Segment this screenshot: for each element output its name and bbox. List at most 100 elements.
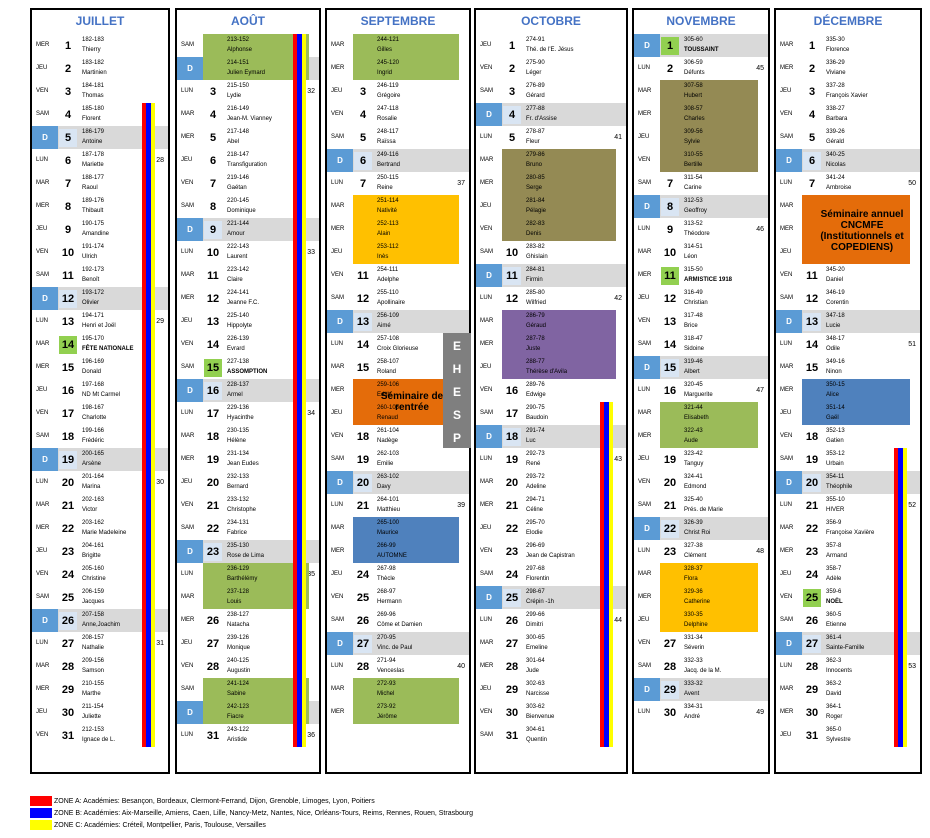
day-row[interactable]: MER 2 336-29 Viviane <box>776 57 920 80</box>
day-row[interactable]: SAM 25 206-159 Jacques <box>32 586 168 609</box>
day-row[interactable]: D 20 354-11 Théophile <box>776 471 920 494</box>
day-row[interactable]: D 9 221-144 Amour <box>177 218 319 241</box>
day-row[interactable]: D 8 312-53 Geoffroy <box>634 195 768 218</box>
day-row[interactable]: LUN 23 327-38 Clément 48 <box>634 540 768 563</box>
day-row[interactable]: JEU 6 218-147 Transfiguration <box>177 149 319 172</box>
day-row[interactable]: SAM 11 192-173 Benoît <box>32 264 168 287</box>
day-row[interactable]: LUN 7 341-24 Ambroise 50 <box>776 172 920 195</box>
day-row[interactable]: LUN 21 355-10 HIVER 52 <box>776 494 920 517</box>
day-row[interactable]: VEN 4 338-27 Barbara <box>776 103 920 126</box>
day-row[interactable]: LUN 7 250-115 Reine 37 <box>327 172 469 195</box>
day-row[interactable]: JEU 29 302-63 Narcisse <box>476 678 626 701</box>
day-row[interactable]: D 11 284-81 Firmin <box>476 264 626 287</box>
day-row[interactable]: SAM 17 290-75 Baudoin <box>476 402 626 425</box>
day-row[interactable]: MAR 22 356-9 Françoise Xavière <box>776 517 920 540</box>
day-row[interactable]: JEU 12 316-49 Christian <box>634 287 768 310</box>
day-row[interactable]: VEN 20 324-41 Edmond <box>634 471 768 494</box>
day-row[interactable]: JEU 3 246-119 Grégoire <box>327 80 469 103</box>
day-row[interactable]: MER 29 210-155 Marthe <box>32 678 168 701</box>
day-row[interactable]: D 4 277-88 Fr. d'Assise <box>476 103 626 126</box>
day-row[interactable]: LUN 3 215-150 Lydie 32 <box>177 80 319 103</box>
day-row[interactable]: JEU 19 323-42 Tanguy <box>634 448 768 471</box>
day-row[interactable]: SAM 5 339-26 Gérald <box>776 126 920 149</box>
day-row[interactable]: D 13 256-109 Aimé <box>327 310 469 333</box>
day-row[interactable]: LUN 6 187-178 Mariette 28 <box>32 149 168 172</box>
day-row[interactable]: VEN 14 226-139 Evrard <box>177 333 319 356</box>
day-row[interactable]: SAM 10 283-82 Ghislain <box>476 241 626 264</box>
day-row[interactable]: D 5 186-179 Antoine <box>32 126 168 149</box>
day-row[interactable]: MER 11 315-50 ARMISTICE 1918 <box>634 264 768 287</box>
day-row[interactable]: MAR 14 195-170 FÊTE NATIONALE <box>32 333 168 356</box>
day-row[interactable]: SAM 24 297-68 Florentin <box>476 563 626 586</box>
day-row[interactable]: MAR 27 300-65 Emeline <box>476 632 626 655</box>
day-row[interactable]: SAM 14 318-47 Sidoine <box>634 333 768 356</box>
day-row[interactable]: VEN 11 345-20 Daniel <box>776 264 920 287</box>
day-row[interactable]: SAM 18 199-166 Frédéric <box>32 425 168 448</box>
day-row[interactable]: SAM 8 220-145 Dominique <box>177 195 319 218</box>
day-row[interactable]: JEU 1 274-91 Thé. de l'E. Jésus <box>476 34 626 57</box>
day-row[interactable]: MER 23 357-8 Armand <box>776 540 920 563</box>
day-row[interactable]: LUN 10 222-143 Laurent 33 <box>177 241 319 264</box>
day-row[interactable]: LUN 19 292-73 René 43 <box>476 448 626 471</box>
day-row[interactable]: LUN 28 362-3 Innocents 53 <box>776 655 920 678</box>
day-row[interactable]: VEN 3 184-181 Thomas <box>32 80 168 103</box>
day-row[interactable]: LUN 5 278-87 Fleur 41 <box>476 126 626 149</box>
day-row[interactable]: D 16 228-137 Armel <box>177 379 319 402</box>
day-row[interactable]: VEN 28 240-125 Augustin <box>177 655 319 678</box>
day-row[interactable]: JEU 24 267-98 Thècle <box>327 563 469 586</box>
day-row[interactable]: LUN 9 313-52 Théodore 46 <box>634 218 768 241</box>
day-row[interactable]: MER 12 224-141 Jeanne F.C. <box>177 287 319 310</box>
day-row[interactable]: D 13 347-18 Lucie <box>776 310 920 333</box>
day-row[interactable]: VEN 31 212-153 Ignace de L. <box>32 724 168 747</box>
day-row[interactable]: MAR 28 209-156 Samson <box>32 655 168 678</box>
day-row[interactable]: SAM 31 304-61 Quentin <box>476 724 626 747</box>
day-row[interactable]: MER 21 294-71 Céline <box>476 494 626 517</box>
day-row[interactable]: D 12 193-172 Olivier <box>32 287 168 310</box>
day-row[interactable]: MER 5 217-148 Abel <box>177 126 319 149</box>
day-row[interactable]: LUN 26 299-66 Dimitri 44 <box>476 609 626 632</box>
day-row[interactable]: VEN 18 261-104 Nadège <box>327 425 469 448</box>
day-row[interactable]: VEN 17 198-167 Charlotte <box>32 402 168 425</box>
day-row[interactable]: SAM 3 276-89 Gérard <box>476 80 626 103</box>
day-row[interactable]: SAM 12 255-110 Apollinaire <box>327 287 469 310</box>
day-row[interactable]: JEU 24 358-7 Adèle <box>776 563 920 586</box>
day-row[interactable]: MER 28 301-64 Jude <box>476 655 626 678</box>
day-row[interactable]: SAM 26 360-5 Etienne <box>776 609 920 632</box>
day-row[interactable]: MER 15 196-169 Donald <box>32 356 168 379</box>
day-row[interactable]: D 6 340-25 Nicolas <box>776 149 920 172</box>
day-row[interactable]: JEU 2 183-182 Martinien <box>32 57 168 80</box>
day-row[interactable]: MAR 18 230-135 Hélène <box>177 425 319 448</box>
day-row[interactable]: JEU 27 239-126 Monique <box>177 632 319 655</box>
day-row[interactable]: VEN 27 331-34 Séverin <box>634 632 768 655</box>
day-row[interactable]: LUN 2 306-59 Défunts 45 <box>634 57 768 80</box>
day-row[interactable]: JEU 22 295-70 Elodie <box>476 517 626 540</box>
day-row[interactable]: SAM 5 248-117 Raïssa <box>327 126 469 149</box>
day-row[interactable]: D 26 207-158 Anne,Joachim <box>32 609 168 632</box>
day-row[interactable]: VEN 18 352-13 Gatien <box>776 425 920 448</box>
day-row[interactable]: VEN 4 247-118 Rosalie <box>327 103 469 126</box>
day-row[interactable]: D 27 270-95 Vinc. de Paul <box>327 632 469 655</box>
day-row[interactable]: SAM 28 332-33 Jacq. de la M. <box>634 655 768 678</box>
day-row[interactable]: LUN 16 320-45 Marguerite 47 <box>634 379 768 402</box>
day-row[interactable]: JEU 13 225-140 Hippolyte <box>177 310 319 333</box>
day-row[interactable]: SAM 4 185-180 Florent <box>32 103 168 126</box>
day-row[interactable]: D 19 200-165 Arsène <box>32 448 168 471</box>
day-row[interactable]: MER 1 182-183 Thierry <box>32 34 168 57</box>
day-row[interactable]: MER 30 364-1 Roger <box>776 701 920 724</box>
day-row[interactable]: MER 8 189-176 Thibault <box>32 195 168 218</box>
day-row[interactable]: MAR 7 188-177 Raoul <box>32 172 168 195</box>
day-row[interactable]: MAR 1 335-30 Florence <box>776 34 920 57</box>
day-row[interactable]: SAM 21 325-40 Prés. de Marie <box>634 494 768 517</box>
day-row[interactable]: MAR 15 258-107 Roland <box>327 356 469 379</box>
day-row[interactable]: LUN 28 271-94 Venceslas 40 <box>327 655 469 678</box>
day-row[interactable]: SAM 19 262-103 Emilie <box>327 448 469 471</box>
day-row[interactable]: VEN 30 303-62 Bienvenue <box>476 701 626 724</box>
day-row[interactable]: LUN 30 334-31 André 49 <box>634 701 768 724</box>
day-row[interactable]: LUN 13 194-171 Henri et Joël 29 <box>32 310 168 333</box>
day-row[interactable]: MER 26 238-127 Natacha <box>177 609 319 632</box>
day-row[interactable]: VEN 25 268-97 Hermann <box>327 586 469 609</box>
day-row[interactable]: LUN 31 243-122 Aristide 36 <box>177 724 319 747</box>
day-row[interactable]: VEN 11 254-111 Adelphe <box>327 264 469 287</box>
day-row[interactable]: VEN 7 219-146 Gaétan <box>177 172 319 195</box>
day-row[interactable]: SAM 22 234-131 Fabrice <box>177 517 319 540</box>
